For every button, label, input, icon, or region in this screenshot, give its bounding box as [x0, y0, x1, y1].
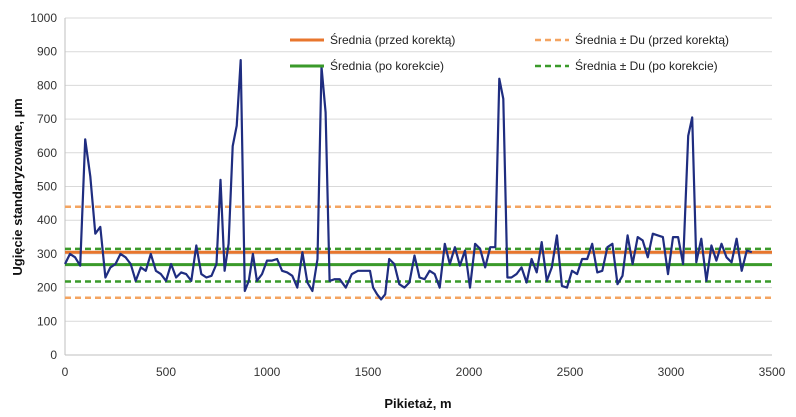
- x-tick-label: 1500: [355, 365, 382, 379]
- y-tick-label: 1000: [30, 11, 57, 25]
- x-tick-label: 2500: [557, 365, 584, 379]
- x-tick-label: 3500: [759, 365, 786, 379]
- x-tick-label: 500: [156, 365, 176, 379]
- legend-label: Średnia ± Du (po korekcie): [575, 58, 718, 73]
- x-tick-label: 2000: [456, 365, 483, 379]
- x-tick-label: 0: [62, 365, 69, 379]
- y-tick-labels: 0 100 200 300 400 500 600 700 800 900 1000: [30, 11, 57, 362]
- data-series: [64, 58, 753, 301]
- y-tick-label: 0: [50, 348, 57, 362]
- y-axis-title: Ugięcie standaryzowane, µm: [10, 98, 25, 275]
- y-tick-label: 700: [37, 112, 57, 126]
- x-tick-label: 1000: [254, 365, 281, 379]
- y-tick-label: 800: [37, 78, 57, 92]
- y-tick-label: 900: [37, 45, 57, 59]
- gridlines: [64, 17, 772, 356]
- x-tick-label: 3000: [658, 365, 685, 379]
- y-tick-label: 100: [37, 314, 57, 328]
- x-tick-labels: 0 500 1000 1500 2000 2500 3000 3500: [62, 365, 786, 379]
- y-tick-label: 200: [37, 281, 57, 295]
- y-tick-label: 600: [37, 146, 57, 160]
- y-tick-label: 400: [37, 213, 57, 227]
- legend-label: Średnia (przed korektą): [330, 32, 455, 47]
- data-series-line: [64, 58, 753, 301]
- legend-label: Średnia ± Du (przed korektą): [575, 32, 729, 47]
- x-axis-title: Pikietaż, m: [384, 396, 451, 411]
- y-tick-label: 300: [37, 247, 57, 261]
- legend: Średnia (przed korektą) Średnia ± Du (prz…: [290, 32, 729, 73]
- legend-label: Średnia (po korekcie): [330, 58, 444, 73]
- y-tick-label: 500: [37, 180, 57, 194]
- reference-lines: [65, 205, 772, 299]
